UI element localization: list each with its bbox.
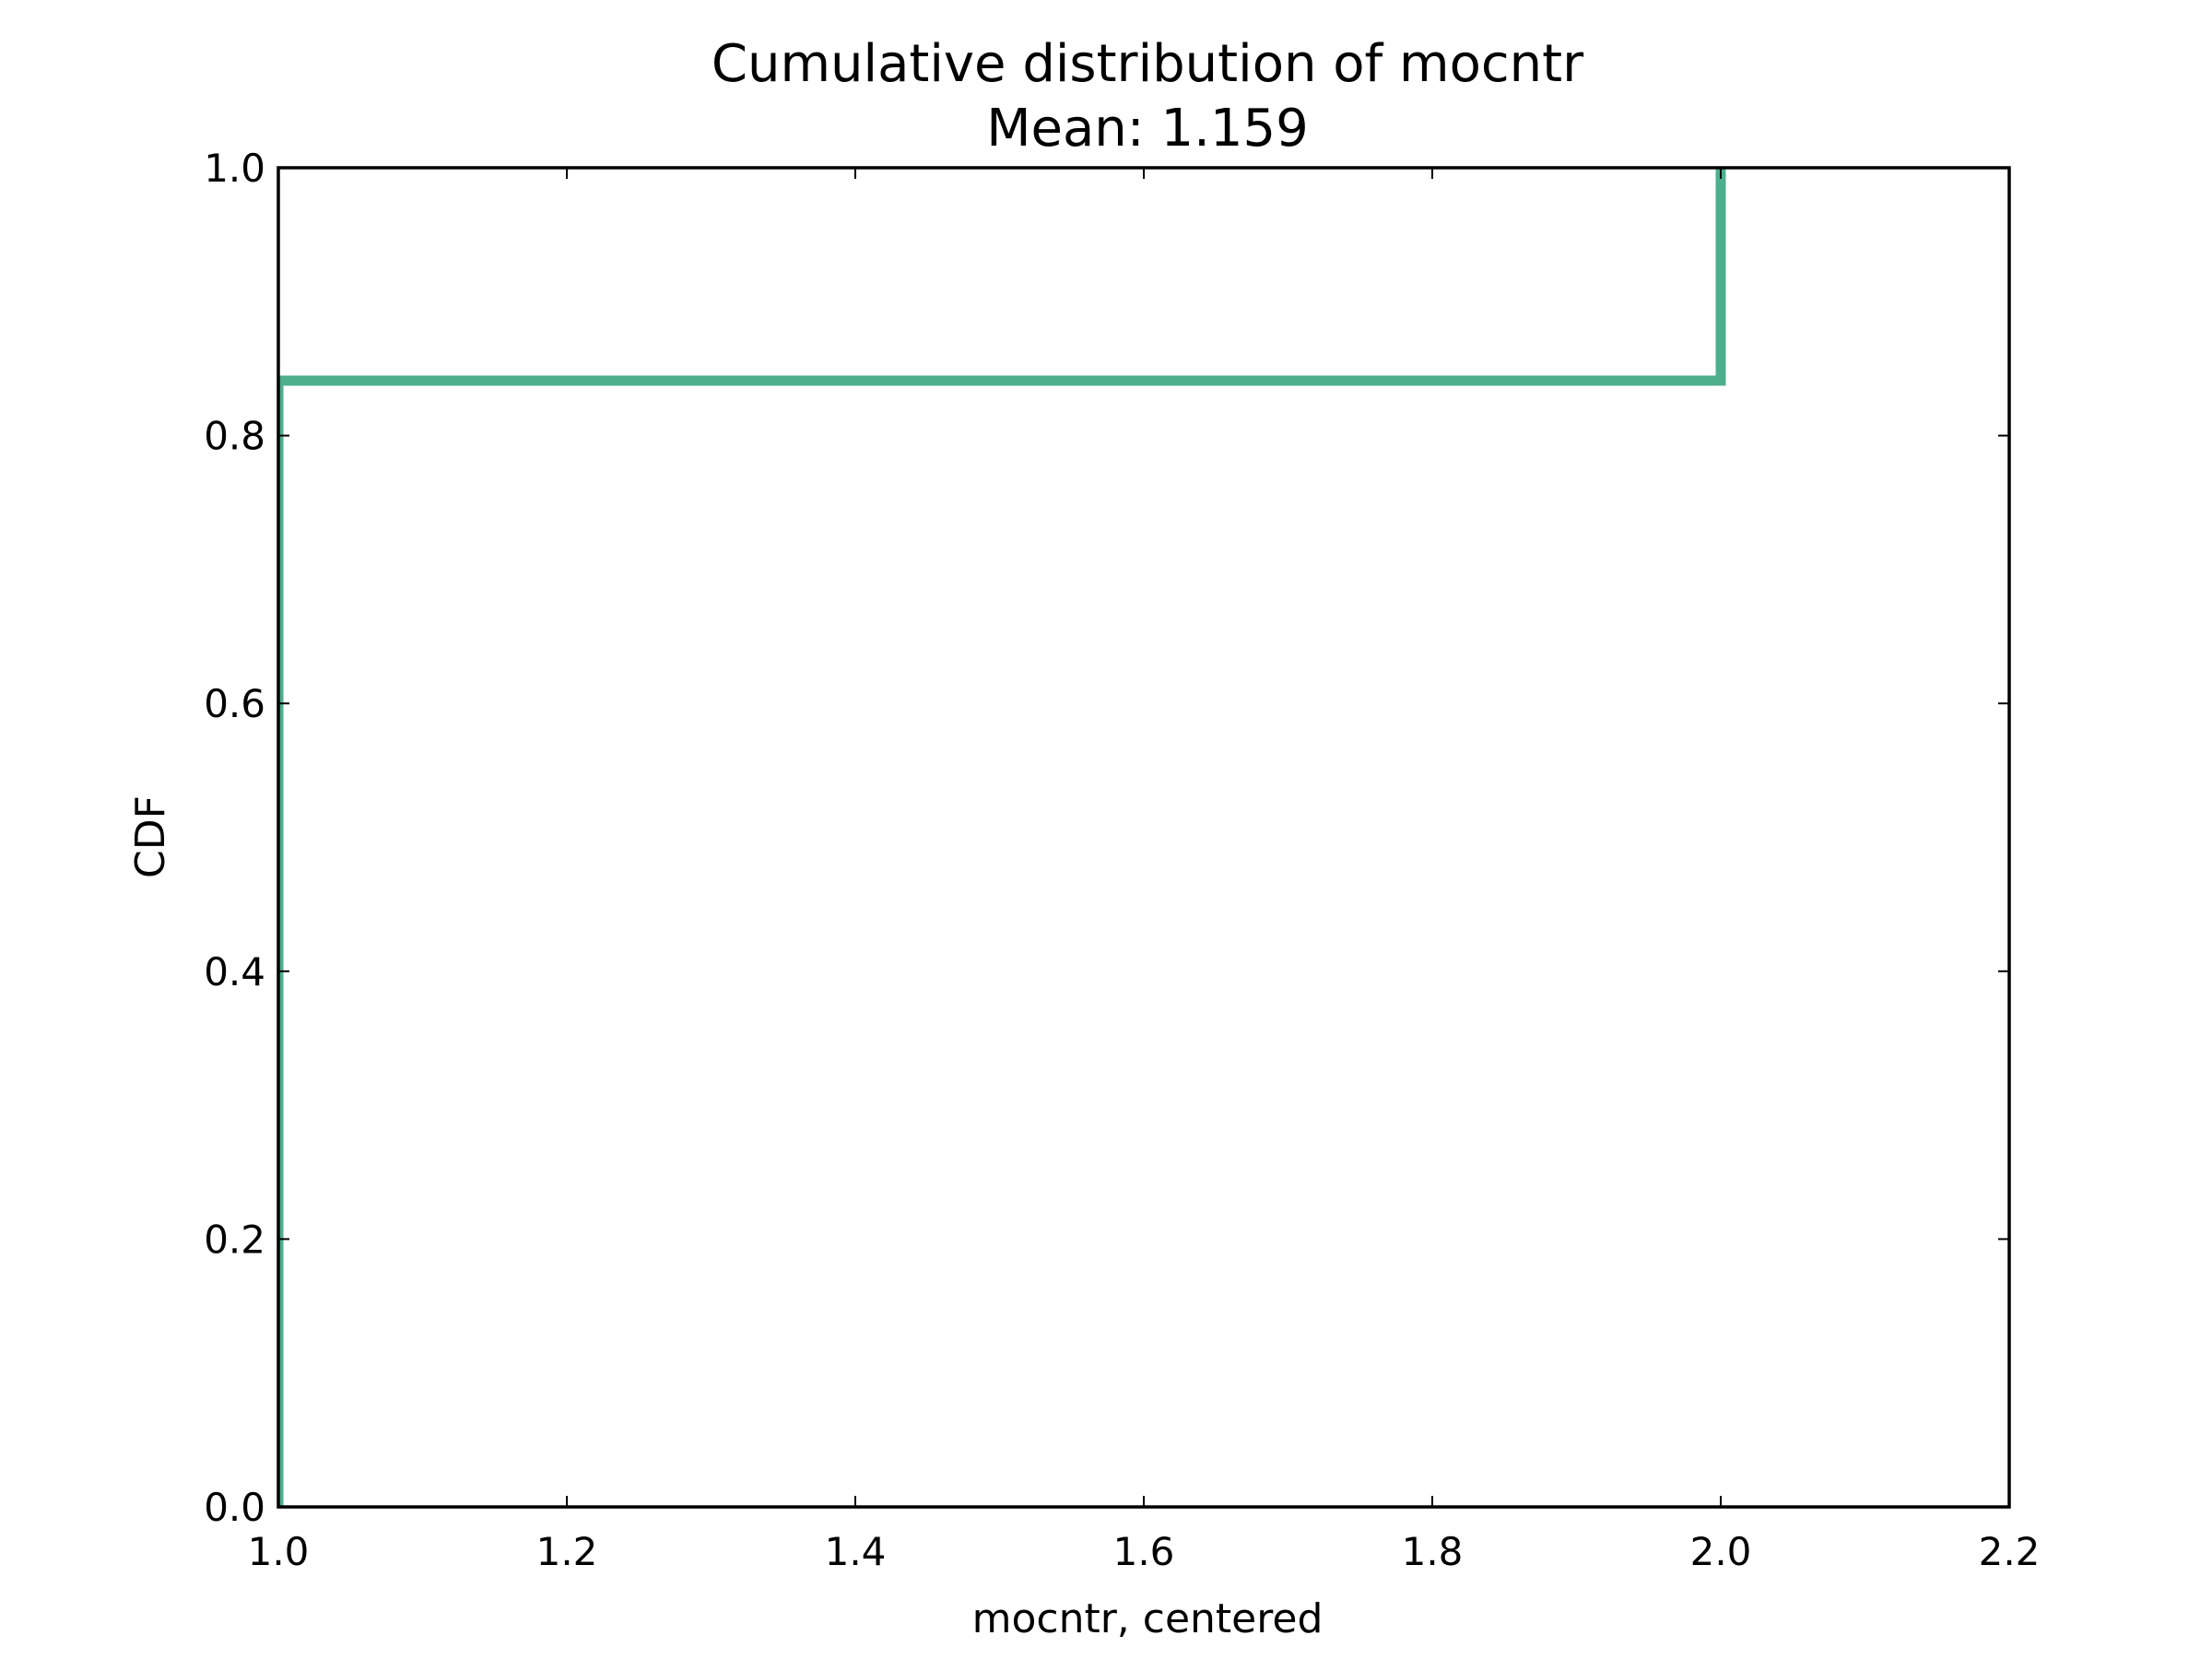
y-axis-label: CDF: [127, 795, 174, 878]
axis-ticks: 1.0 1.2 1.4 1.6 1.8 2.0 2.2 0.0 0.2 0.4 0.6 0.8 1.0: [204, 146, 2040, 1574]
cdf-series-line-0: [278, 168, 1726, 1507]
y-tick-label: 0.4: [204, 949, 265, 994]
chart-subtitle: Mean: 1.159: [986, 99, 1309, 159]
x-axis-label: mocntr, centered: [972, 1595, 1324, 1642]
x-tick-label: 2.0: [1690, 1529, 1752, 1574]
y-tick-label: 0.6: [204, 681, 265, 726]
y-tick-label: 0.0: [204, 1485, 265, 1530]
x-tick-label: 1.0: [248, 1529, 310, 1574]
x-tick-label: 1.2: [536, 1529, 598, 1574]
x-tick-label: 1.4: [825, 1529, 887, 1574]
x-tick-label: 2.2: [1979, 1529, 2041, 1574]
y-tick-label: 0.8: [204, 414, 265, 459]
x-tick-label: 1.6: [1113, 1529, 1175, 1574]
x-tick-label: 1.8: [1402, 1529, 1464, 1574]
y-tick-label: 0.2: [204, 1217, 265, 1262]
y-tick-label: 1.0: [204, 146, 265, 191]
chart-title: Cumulative distribution of mocntr: [712, 34, 1584, 94]
